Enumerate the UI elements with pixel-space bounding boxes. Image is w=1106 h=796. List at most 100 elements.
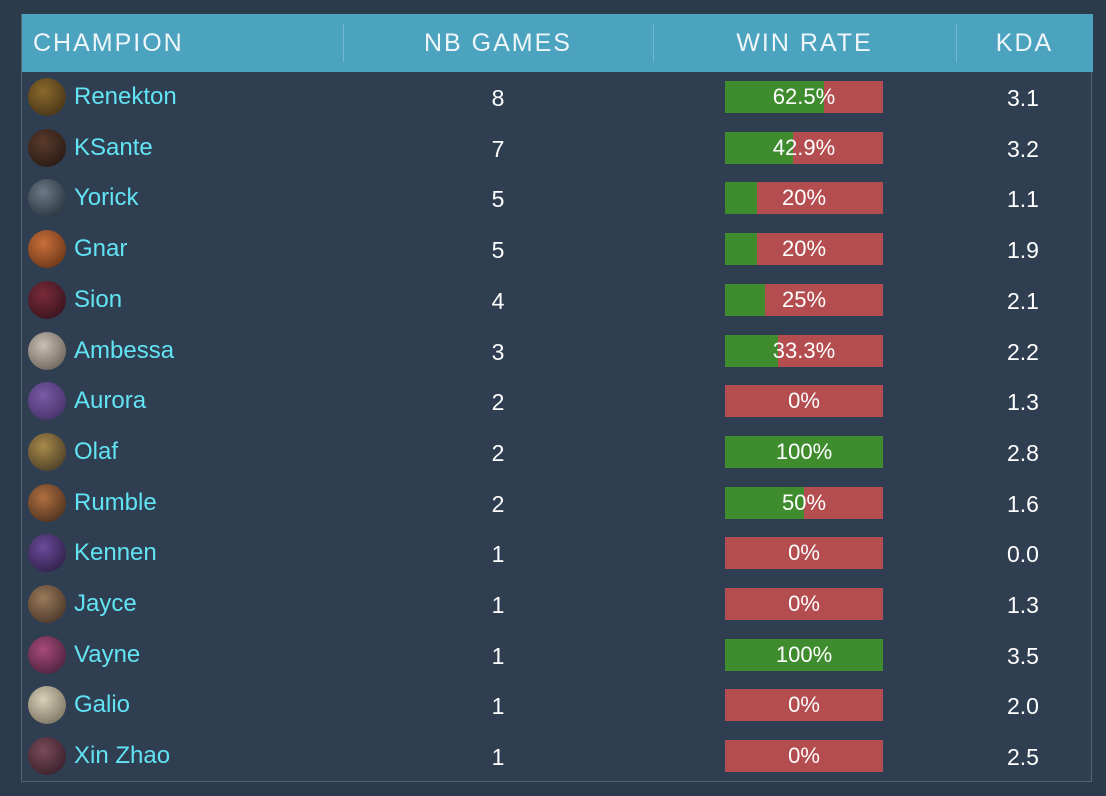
win-rate-bar: 42.9% xyxy=(725,131,883,164)
games-count: 8 xyxy=(491,85,505,111)
column-header[interactable]: WIN RATE xyxy=(736,29,873,57)
table-row[interactable]: Sion 4 25% 2.1 xyxy=(22,275,1091,326)
table-row[interactable]: KSante 7 42.9% 3.2 xyxy=(22,123,1091,174)
games-count: 2 xyxy=(491,439,505,466)
champion-icon xyxy=(28,585,66,623)
champion-name[interactable]: Galio xyxy=(74,691,131,719)
champion-name[interactable]: Olaf xyxy=(74,437,119,465)
win-rate-bar: 33.3% xyxy=(725,334,883,367)
table-row[interactable]: Jayce 1 0% 1.3 xyxy=(22,579,1091,630)
champion-icon xyxy=(28,686,66,725)
games-count: 4 xyxy=(491,287,505,314)
win-rate-fill xyxy=(725,131,793,164)
win-rate-bar: 20% xyxy=(725,233,883,266)
champion-icon xyxy=(28,432,66,471)
win-rate-fill xyxy=(725,283,765,316)
champion-name[interactable]: Vayne xyxy=(74,640,141,668)
table-row[interactable]: Xin Zhao 1 0% 2.5 xyxy=(22,731,1091,782)
kda-value: 1.9 xyxy=(1007,237,1039,264)
win-rate-fill xyxy=(725,81,824,113)
win-rate-bar: 0% xyxy=(725,689,883,722)
win-rate-label: 42.9% xyxy=(772,134,836,160)
win-rate-label: 25% xyxy=(781,286,827,312)
games-count: 2 xyxy=(491,490,505,517)
kda-value: 2.5 xyxy=(1007,744,1039,771)
win-rate-fill xyxy=(725,638,883,671)
table-row[interactable]: Olaf 2 100% 2.8 xyxy=(22,427,1091,478)
table-row[interactable]: Renekton 8 62.5% 3.1 xyxy=(22,72,1091,123)
champion-icon xyxy=(28,483,66,522)
win-rate-label: 0% xyxy=(788,540,820,566)
win-rate-label: 0% xyxy=(788,743,820,769)
games-count: 7 xyxy=(491,135,505,162)
win-rate-bar: 100% xyxy=(725,638,883,671)
column-header[interactable]: NB GAMES xyxy=(424,29,572,57)
win-rate-label: 33.3% xyxy=(772,337,836,363)
champion-name[interactable]: Jayce xyxy=(74,590,137,617)
win-rate-bar: 62.5% xyxy=(725,81,883,113)
champion-icon xyxy=(28,635,66,674)
win-rate-fill xyxy=(725,233,757,266)
win-rate-label: 100% xyxy=(775,438,833,464)
champion-icon xyxy=(28,78,66,116)
column-divider xyxy=(956,24,957,62)
win-rate-bar: 50% xyxy=(725,486,883,519)
kda-value: 3.5 xyxy=(1007,642,1039,669)
win-rate-label: 0% xyxy=(788,692,820,718)
win-rate-label: 0% xyxy=(788,591,820,616)
games-count: 5 xyxy=(491,237,505,264)
table-row[interactable]: Aurora 2 0% 1.3 xyxy=(22,376,1091,427)
win-rate-label: 0% xyxy=(788,388,820,414)
champion-icon xyxy=(28,128,66,167)
table-row[interactable]: Vayne 1 100% 3.5 xyxy=(22,630,1091,681)
champion-icon xyxy=(28,737,66,776)
win-rate-label: 20% xyxy=(781,185,827,211)
champion-icon xyxy=(28,230,66,269)
win-rate-bar: 0% xyxy=(725,537,883,570)
table-row[interactable]: Yorick 5 20% 1.1 xyxy=(22,173,1091,224)
column-divider xyxy=(343,24,344,62)
champion-icon xyxy=(28,179,66,218)
kda-value: 1.6 xyxy=(1007,490,1039,517)
champion-icon xyxy=(28,534,66,573)
win-rate-label: 20% xyxy=(781,236,827,262)
column-divider xyxy=(653,24,654,62)
champion-name[interactable]: Ambessa xyxy=(74,336,175,364)
champion-name[interactable]: Rumble xyxy=(74,488,157,516)
kda-value: 2.1 xyxy=(1007,287,1039,314)
win-rate-bar: 25% xyxy=(725,283,883,316)
win-rate-fill xyxy=(725,435,883,468)
champion-name[interactable]: Xin Zhao xyxy=(74,742,171,770)
win-rate-label: 100% xyxy=(775,641,833,667)
games-count: 1 xyxy=(491,693,505,720)
champion-name[interactable]: Gnar xyxy=(74,235,128,263)
champion-name[interactable]: Sion xyxy=(74,285,123,313)
games-count: 1 xyxy=(491,541,505,568)
win-rate-bar: 20% xyxy=(725,182,883,215)
kda-value: 3.2 xyxy=(1007,135,1039,162)
table-row[interactable]: Galio 1 0% 2.0 xyxy=(22,680,1091,731)
champion-name[interactable]: Kennen xyxy=(74,539,157,567)
champion-name[interactable]: KSante xyxy=(74,133,153,161)
win-rate-bar: 0% xyxy=(725,740,883,773)
column-header[interactable]: KDA xyxy=(995,29,1054,57)
win-rate-fill xyxy=(725,182,757,215)
table-row[interactable]: Rumble 2 50% 1.6 xyxy=(22,478,1091,529)
kda-value: 2.8 xyxy=(1007,439,1039,466)
kda-value: 1.3 xyxy=(1007,389,1039,416)
column-header[interactable]: CHAMPION xyxy=(33,29,184,57)
win-rate-bar: 0% xyxy=(725,588,883,620)
table-row[interactable]: Kennen 1 0% 0.0 xyxy=(22,528,1091,579)
win-rate-bar: 100% xyxy=(725,435,883,468)
games-count: 3 xyxy=(491,338,505,365)
table-row[interactable]: Gnar 5 20% 1.9 xyxy=(22,224,1091,275)
champion-name[interactable]: Aurora xyxy=(74,387,147,415)
champion-name[interactable]: Renekton xyxy=(74,83,177,110)
kda-value: 2.2 xyxy=(1007,338,1039,365)
champion-name[interactable]: Yorick xyxy=(74,184,139,212)
win-rate-fill xyxy=(725,334,778,367)
kda-value: 1.3 xyxy=(1007,592,1039,618)
win-rate-fill xyxy=(725,486,804,519)
table-row[interactable]: Ambessa 3 33.3% 2.2 xyxy=(22,326,1091,377)
